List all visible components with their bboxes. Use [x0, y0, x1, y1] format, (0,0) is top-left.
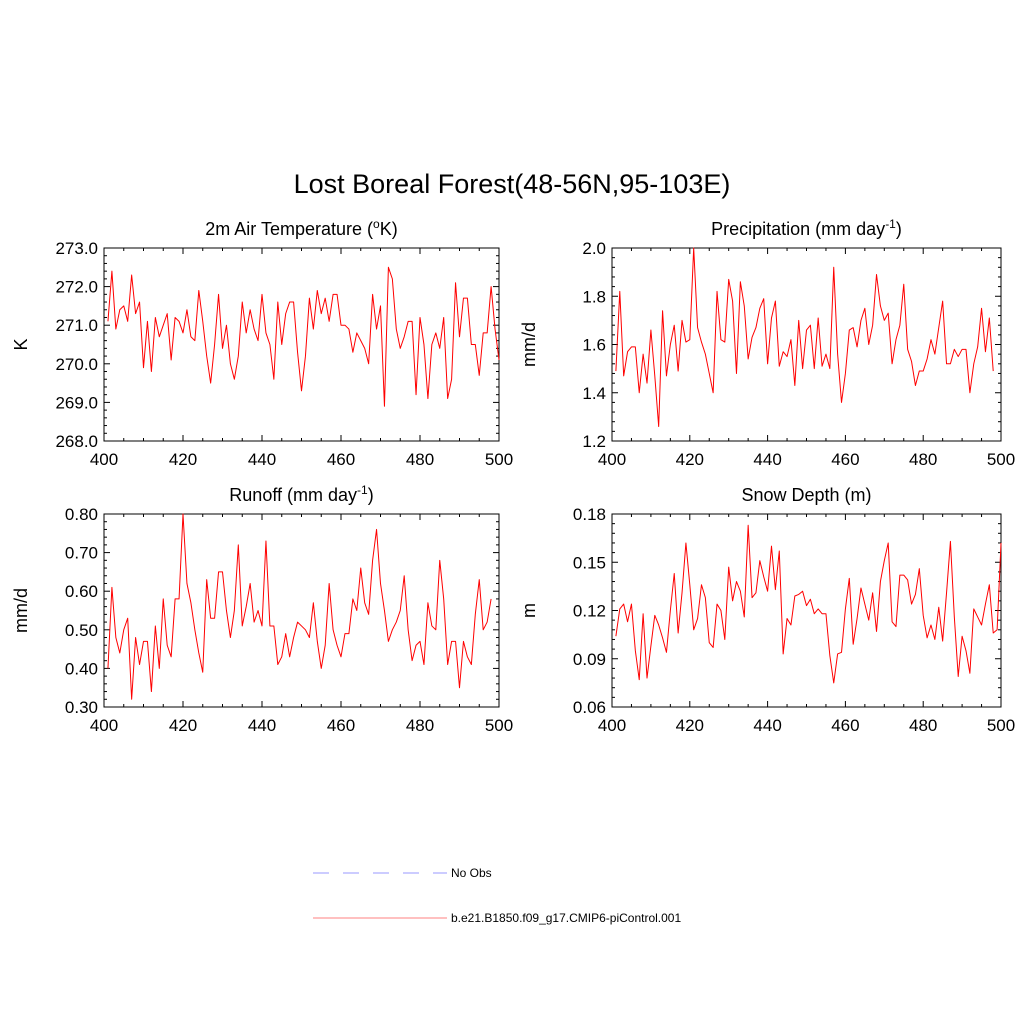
y-tick-label: 0.80	[65, 505, 98, 524]
y-tick-label: 0.09	[573, 650, 606, 669]
x-tick-label: 480	[909, 450, 937, 469]
panel-title-text: Snow Depth (m)	[741, 485, 871, 505]
y-tick-label: 0.60	[65, 582, 98, 601]
y-tick-label: 0.06	[573, 698, 606, 717]
x-tick-label: 480	[406, 716, 434, 735]
x-tick-label: 480	[406, 450, 434, 469]
series-line	[615, 524, 1002, 684]
y-tick-label: 1.2	[582, 432, 606, 451]
x-tick-label: 440	[753, 450, 781, 469]
series-line	[615, 247, 994, 428]
x-tick-label: 500	[987, 450, 1015, 469]
y-axis-label: mm/d	[519, 322, 539, 367]
x-tick-label: 420	[676, 450, 704, 469]
plot-frame	[103, 513, 500, 708]
y-tick-label: 0.50	[65, 621, 98, 640]
panel-runoff: 400 420 440 460 480 500 0.30 0.40 0.50 0.60 0.70 0.…	[11, 483, 513, 735]
panel-title-end: K)	[380, 219, 398, 239]
x-tick-label: 460	[831, 716, 859, 735]
x-tick-label: 460	[831, 450, 859, 469]
x-tick-label: 440	[753, 716, 781, 735]
y-axis-label: m	[519, 603, 539, 618]
y-tick-label: 1.6	[582, 336, 606, 355]
panel-title-superscript: -1	[885, 217, 896, 231]
x-tick-label: 460	[327, 450, 355, 469]
panel-title: Snow Depth (m)	[741, 485, 871, 505]
legend-label-model: b.e21.B1850.f09_g17.CMIP6-piControl.001	[451, 911, 681, 925]
panel-title-text: Precipitation (mm day	[711, 219, 885, 239]
y-tick-label: 268.0	[55, 432, 98, 451]
y-tick-label: 1.8	[582, 287, 606, 306]
x-tick-label: 420	[169, 450, 197, 469]
main-title: Lost Boreal Forest(48-56N,95-103E)	[294, 169, 731, 199]
y-tick-label: 0.70	[65, 544, 98, 563]
x-tick-label: 420	[169, 716, 197, 735]
series-line	[107, 513, 492, 700]
legend-label-no-obs: No Obs	[451, 866, 492, 880]
x-tick-label: 460	[327, 716, 355, 735]
panel-title-superscript: o	[373, 217, 380, 231]
panel-precipitation: 400 420 440 460 480 500 1.2 1.4 1.6 1.8 2.0 Precipi…	[519, 217, 1015, 469]
panel-title-end: )	[896, 219, 902, 239]
y-tick-label: 2.0	[582, 239, 606, 258]
y-tick-label: 269.0	[55, 393, 98, 412]
panel-title-superscript: -1	[357, 483, 368, 497]
x-tick-label: 400	[598, 450, 626, 469]
panel-title: Runoff (mm day-1)	[229, 483, 373, 505]
y-tick-label: 0.40	[65, 659, 98, 678]
y-tick-label: 0.30	[65, 698, 98, 717]
panel-title: Precipitation (mm day-1)	[711, 217, 902, 239]
x-tick-label: 500	[485, 450, 513, 469]
panel-title-text: 2m Air Temperature (	[205, 219, 373, 239]
y-tick-label: 272.0	[55, 278, 98, 297]
x-tick-label: 400	[90, 716, 118, 735]
y-axis-label: K	[11, 338, 31, 350]
y-tick-label: 1.4	[582, 384, 606, 403]
x-tick-label: 500	[987, 716, 1015, 735]
y-axis-label: mm/d	[11, 588, 31, 633]
panel-title: 2m Air Temperature (oK)	[205, 217, 397, 239]
y-tick-label: 0.12	[573, 602, 606, 621]
x-tick-label: 400	[90, 450, 118, 469]
panel-snow-depth: 400 420 440 460 480 500 0.06 0.09 0.12 0.15 0.18 Sn…	[519, 485, 1015, 735]
y-tick-label: 0.15	[573, 553, 606, 572]
x-tick-label: 420	[676, 716, 704, 735]
panel-air-temperature: 400 420 440 460 480 500 268.0 269.0 270.0 271.0 27…	[11, 217, 513, 469]
x-tick-label: 440	[248, 450, 276, 469]
x-tick-label: 500	[485, 716, 513, 735]
series-line	[107, 266, 500, 407]
legend: No Obs b.e21.B1850.f09_g17.CMIP6-piContr…	[313, 866, 681, 925]
y-tick-label: 270.0	[55, 355, 98, 374]
y-tick-label: 271.0	[55, 316, 98, 335]
y-tick-label: 273.0	[55, 239, 98, 258]
y-tick-label: 0.18	[573, 505, 606, 524]
panel-title-end: )	[368, 485, 374, 505]
x-tick-label: 480	[909, 716, 937, 735]
x-tick-label: 440	[248, 716, 276, 735]
panel-title-text: Runoff (mm day	[229, 485, 357, 505]
x-tick-label: 400	[598, 716, 626, 735]
